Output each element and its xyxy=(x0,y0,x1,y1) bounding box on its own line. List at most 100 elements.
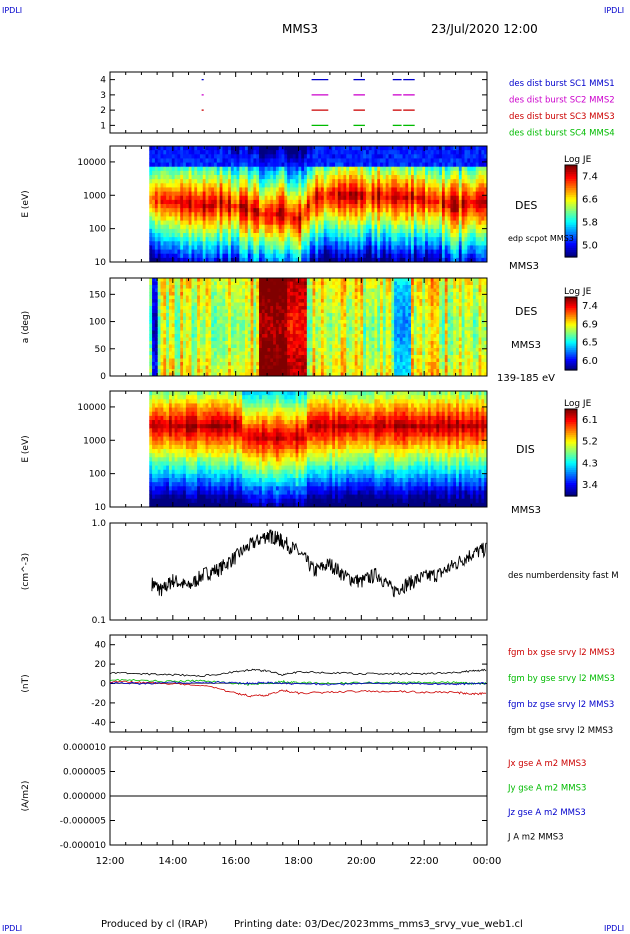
des-pitch-angle-spectrogram-cell xyxy=(149,355,153,359)
des-pitch-angle-spectrogram-cell xyxy=(154,334,159,338)
des-pitch-angle-spectrogram-cell xyxy=(278,313,283,317)
des-energy-spectrogram-cell xyxy=(171,253,176,259)
des-energy-spectrogram-cell xyxy=(453,154,457,159)
des-energy-spectrogram-cell xyxy=(230,253,235,259)
des-energy-spectrogram-cell xyxy=(425,154,429,159)
des-pitch-angle-spectrogram-cell xyxy=(259,309,263,314)
des-energy-spectrogram-cell xyxy=(318,204,322,209)
des-pitch-angle-spectrogram-cell xyxy=(166,285,170,289)
des-energy-spectrogram-cell xyxy=(385,166,389,172)
des-energy-spectrogram-cell xyxy=(447,158,451,164)
des-energy-spectrogram-cell xyxy=(385,170,389,176)
des-pitch-angle-spectrogram-cell xyxy=(278,292,283,296)
des-pitch-angle-spectrogram-cell xyxy=(239,278,243,282)
des-energy-spectrogram-cell xyxy=(304,237,308,242)
des-energy-ytick-label: 1000 xyxy=(83,191,106,201)
des-energy-spectrogram-cell xyxy=(295,175,299,180)
des-pitch-angle-spectrogram-cell xyxy=(273,285,277,289)
des-pitch-angle-spectrogram-cell xyxy=(168,309,173,314)
des-energy-spectrogram-cell xyxy=(385,208,389,213)
des-pitch-angle-spectrogram-cell xyxy=(177,323,181,328)
des-pitch-angle-spectrogram-cell xyxy=(250,323,254,328)
des-energy-spectrogram-cell xyxy=(250,150,254,155)
des-energy-colorbar-segment xyxy=(565,211,577,214)
des-energy-spectrogram-cell xyxy=(405,179,409,184)
des-energy-spectrogram-cell xyxy=(408,195,412,201)
des-energy-spectrogram-cell xyxy=(363,212,367,217)
des-energy-spectrogram-cell xyxy=(194,204,198,209)
des-pitch-angle-spectrogram-cell xyxy=(211,302,215,307)
des-energy-spectrogram-cell xyxy=(160,245,164,251)
des-pitch-angle-spectrogram-cell xyxy=(185,355,190,359)
des-energy-spectrogram-cell xyxy=(439,212,443,217)
des-energy-spectrogram-cell xyxy=(478,150,482,155)
des-energy-spectrogram-cell xyxy=(425,146,429,151)
des-energy-spectrogram-cell xyxy=(388,150,392,155)
des-pitch-angle-spectrogram-cell xyxy=(225,330,229,335)
des-energy-spectrogram-cell xyxy=(199,162,204,168)
des-pitch-angle-spectrogram-cell xyxy=(205,344,209,349)
des-pitch-angle-spectrogram-cell xyxy=(278,351,283,356)
des-energy-spectrogram-cell xyxy=(191,228,195,234)
des-energy-spectrogram-cell xyxy=(219,150,223,155)
des-energy-spectrogram-cell xyxy=(287,216,291,222)
des-pitch-angle-spectrogram-cell xyxy=(185,306,190,310)
des-energy-spectrogram-cell xyxy=(259,162,263,168)
des-energy-spectrogram-cell xyxy=(439,146,443,151)
des-energy-spectrogram-cell xyxy=(306,220,311,226)
des-energy-spectrogram-cell xyxy=(456,249,460,255)
des-energy-spectrogram-cell xyxy=(199,183,204,188)
des-pitch-angle-spectrogram-cell xyxy=(171,278,176,282)
des-energy-spectrogram-cell xyxy=(163,158,167,164)
des-energy-spectrogram-cell xyxy=(343,253,347,259)
des-energy-spectrogram-cell xyxy=(309,162,313,168)
des-energy-spectrogram-cell xyxy=(416,191,420,197)
des-energy-spectrogram-cell xyxy=(425,253,429,259)
des-pitch-angle-spectrogram-cell xyxy=(242,320,246,324)
des-energy-spectrogram-cell xyxy=(157,253,162,259)
des-energy-spectrogram-cell xyxy=(188,228,192,234)
des-pitch-angle-spectrogram-cell xyxy=(171,327,176,331)
des-pitch-angle-spectrogram-cell xyxy=(242,313,246,317)
des-energy-spectrogram-cell xyxy=(340,183,344,188)
des-pitch-angle-spectrogram-cell xyxy=(225,341,229,345)
des-energy-spectrogram-cell xyxy=(281,233,285,238)
des-pitch-angle-spectrogram-cell xyxy=(191,292,195,296)
des-pitch-angle-spectrogram-cell xyxy=(267,316,271,321)
des-pitch-angle-spectrogram-cell xyxy=(281,316,285,321)
des-energy-spectrogram-cell xyxy=(222,249,226,255)
des-pitch-angle-spectrogram-cell xyxy=(149,295,153,300)
des-energy-spectrogram-cell xyxy=(464,233,468,238)
des-energy-spectrogram-cell xyxy=(481,241,485,246)
des-energy-spectrogram-cell xyxy=(484,237,488,242)
des-energy-spectrogram-cell xyxy=(374,237,378,242)
des-energy-spectrogram-cell xyxy=(270,166,274,172)
des-energy-spectrogram-cell xyxy=(450,187,454,193)
des-energy-spectrogram-cell xyxy=(188,253,192,259)
des-energy-spectrogram-cell xyxy=(456,146,460,151)
des-energy-spectrogram-cell xyxy=(216,241,221,246)
des-energy-spectrogram-cell xyxy=(183,179,187,184)
des-energy-spectrogram-cell xyxy=(160,179,164,184)
des-energy-spectrogram-cell xyxy=(349,257,353,263)
des-pitch-angle-spectrogram-cell xyxy=(174,316,178,321)
des-pitch-angle-spectrogram-cell xyxy=(256,309,260,314)
des-pitch-angle-spectrogram-cell xyxy=(185,327,190,331)
des-energy-spectrogram-cell xyxy=(484,162,488,168)
des-pitch-angle-spectrogram-cell xyxy=(160,278,164,282)
des-energy-spectrogram-cell xyxy=(244,257,249,263)
des-pitch-angle-spectrogram-cell xyxy=(177,334,181,338)
des-energy-spectrogram-cell xyxy=(411,170,415,176)
des-energy-spectrogram-cell xyxy=(475,183,480,188)
des-energy-spectrogram-cell xyxy=(419,220,423,226)
des-pitch-angle-spectrogram-cell xyxy=(216,306,221,310)
des-pitch-angle-spectrogram-cell xyxy=(281,327,285,331)
des-energy-spectrogram-cell xyxy=(264,170,268,176)
des-pitch-angle-spectrogram-cell xyxy=(278,323,283,328)
des-energy-spectrogram-cell xyxy=(185,199,190,205)
des-energy-spectrogram-cell xyxy=(329,204,333,209)
des-energy-spectrogram-cell xyxy=(416,253,420,259)
des-energy-spectrogram-cell xyxy=(230,150,235,155)
des-energy-spectrogram-cell xyxy=(228,199,232,205)
des-energy-spectrogram-cell xyxy=(349,175,353,180)
